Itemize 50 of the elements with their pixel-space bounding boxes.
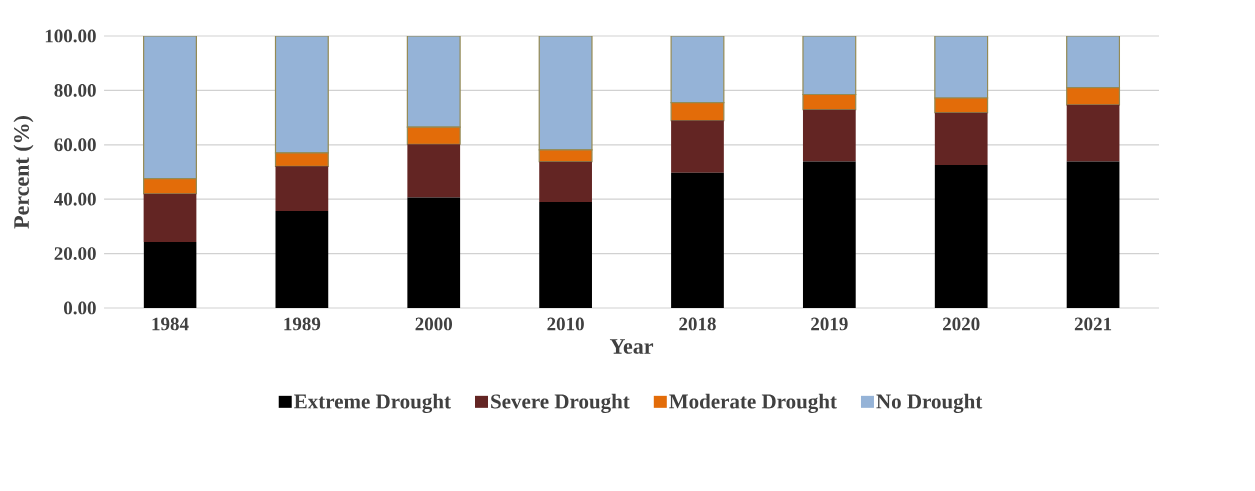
bar	[1066, 161, 1120, 308]
legend-label: Severe Drought	[491, 393, 630, 414]
legend-label: No Drought	[876, 393, 983, 414]
x-tick-label: 1984	[152, 317, 189, 331]
bar	[670, 36, 725, 104]
x-tick-label: 1989	[284, 317, 321, 331]
y-tick-label: 80.00	[54, 83, 96, 97]
bar	[934, 112, 988, 165]
x-tick-label: 2010	[547, 317, 584, 331]
x-tick-label: 2019	[811, 317, 848, 331]
bar	[407, 144, 461, 198]
bar	[934, 97, 989, 114]
bar	[671, 120, 724, 173]
bar	[406, 36, 461, 128]
bar	[802, 36, 857, 96]
y-tick-label: 100.00	[45, 29, 96, 43]
bar	[407, 197, 461, 308]
bar	[275, 210, 329, 308]
bar	[802, 93, 857, 111]
bar	[934, 36, 989, 99]
y-axis-title: Percent (%)	[13, 116, 34, 229]
bar	[275, 166, 329, 211]
x-tick-label: 2000	[415, 317, 453, 331]
bar	[1066, 36, 1121, 89]
y-tick-label: 60.00	[54, 138, 96, 152]
bar	[539, 161, 592, 202]
y-tick-label: 0.00	[64, 301, 96, 315]
bar	[802, 161, 856, 308]
bar	[934, 164, 988, 308]
bar	[670, 102, 725, 122]
bar	[1066, 104, 1120, 162]
bar	[802, 109, 856, 162]
bar	[671, 172, 724, 308]
bar	[274, 36, 329, 154]
bar	[538, 36, 593, 151]
x-tick-label: 2018	[679, 317, 716, 331]
bar	[406, 126, 461, 145]
legend-label: Moderate Drought	[669, 393, 837, 414]
x-tick-label: 2020	[943, 317, 980, 331]
x-tick-label: 2021	[1074, 317, 1112, 331]
legend-label: Extreme Drought	[294, 393, 451, 414]
bar	[274, 152, 329, 167]
y-tick-label: 40.00	[54, 192, 96, 206]
x-axis-title: Year	[609, 339, 654, 354]
bar	[143, 193, 197, 242]
y-tick-label: 20.00	[54, 247, 96, 261]
bar	[143, 241, 197, 308]
bar	[143, 36, 197, 180]
bar	[539, 201, 592, 308]
bar	[538, 149, 593, 163]
